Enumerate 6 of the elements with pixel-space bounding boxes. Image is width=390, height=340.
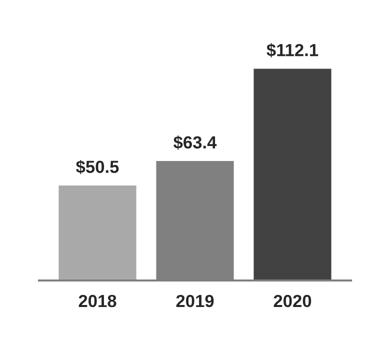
data-label: $112.1 <box>266 43 318 58</box>
x-tick-label: 2019 <box>176 294 214 308</box>
data-label: $50.5 <box>76 160 119 174</box>
data-label: $63.4 <box>174 135 217 150</box>
x-tick-label: 2020 <box>274 294 312 308</box>
x-tick-label: 2018 <box>78 294 116 308</box>
